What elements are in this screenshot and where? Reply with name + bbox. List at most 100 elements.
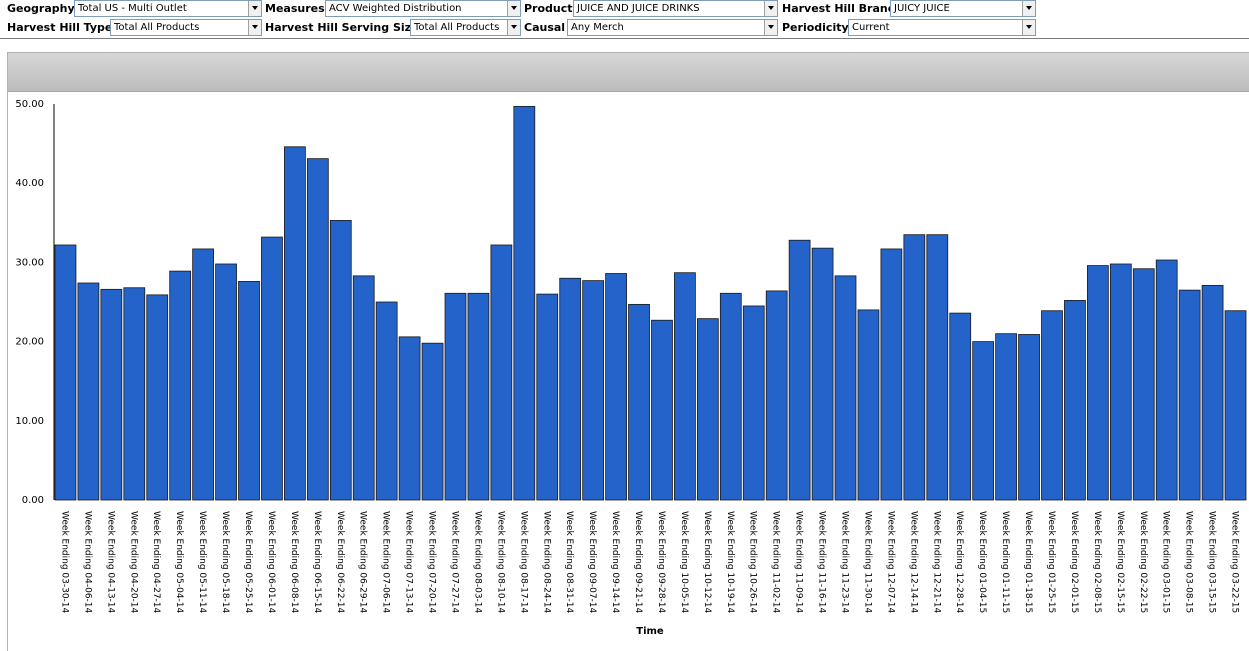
bar[interactable] xyxy=(1018,334,1040,501)
x-tick-label: Week Ending 03-01-15 xyxy=(1161,511,1171,613)
x-tick-label: Week Ending 10-19-14 xyxy=(725,511,735,614)
bar[interactable] xyxy=(880,248,903,501)
bar[interactable] xyxy=(559,277,582,501)
x-tick-label: Week Ending 02-01-15 xyxy=(1069,511,1079,613)
y-axis-ticks: 0.00 10.00 20.00 30.00 40.00 50.00 xyxy=(15,99,44,506)
bar[interactable] xyxy=(444,292,467,501)
chevron-down-icon[interactable] xyxy=(507,1,520,16)
bar[interactable] xyxy=(788,239,811,501)
bar[interactable] xyxy=(1087,265,1109,501)
bar[interactable] xyxy=(1132,268,1155,501)
type-select[interactable]: Total All Products xyxy=(110,19,262,36)
bar[interactable] xyxy=(169,270,192,501)
brand-value: JUICY JUICE xyxy=(894,3,950,14)
chevron-down-icon[interactable] xyxy=(248,1,261,16)
bar[interactable] xyxy=(811,247,834,501)
x-tick-label: Week Ending 03-15-15 xyxy=(1207,511,1217,613)
geography-select[interactable]: Total US - Multi Outlet xyxy=(74,0,262,17)
x-tick-label: Week Ending 10-12-14 xyxy=(702,511,712,614)
x-tick-label: Week Ending 12-21-14 xyxy=(931,511,941,614)
chevron-down-icon[interactable] xyxy=(1022,1,1035,16)
bar[interactable] xyxy=(605,273,627,501)
x-tick-label: Week Ending 08-03-14 xyxy=(472,511,482,614)
periodicity-select[interactable]: Current xyxy=(848,19,1036,36)
bar[interactable] xyxy=(238,281,260,501)
bar[interactable] xyxy=(926,234,949,501)
bar[interactable] xyxy=(628,303,650,501)
bar[interactable] xyxy=(1201,284,1224,501)
bar[interactable] xyxy=(352,275,375,501)
x-tick-label: Week Ending 03-30-14 xyxy=(59,511,69,614)
bar[interactable] xyxy=(742,305,765,501)
x-tick-label: Week Ending 11-16-14 xyxy=(817,511,827,614)
bar[interactable] xyxy=(719,292,742,501)
measures-label: Measures xyxy=(265,2,325,15)
bar[interactable] xyxy=(306,158,329,501)
x-tick-label: Week Ending 04-20-14 xyxy=(128,511,138,614)
bar[interactable] xyxy=(972,341,995,501)
x-tick-label: Week Ending 07-06-14 xyxy=(381,511,391,614)
x-tick-label: Week Ending 11-30-14 xyxy=(862,511,872,614)
bar[interactable] xyxy=(77,282,100,501)
chevron-down-icon[interactable] xyxy=(764,1,777,16)
bar[interactable] xyxy=(284,146,306,501)
bar[interactable] xyxy=(696,318,719,501)
chevron-down-icon[interactable] xyxy=(764,20,777,35)
bar[interactable] xyxy=(1064,300,1086,501)
serving-size-select[interactable]: Total All Products xyxy=(410,19,521,36)
x-tick-label: Week Ending 06-01-14 xyxy=(266,511,276,614)
bar[interactable] xyxy=(536,293,559,501)
bar[interactable] xyxy=(100,288,123,501)
bar[interactable] xyxy=(329,220,352,501)
x-tick-label: Week Ending 08-24-14 xyxy=(541,511,551,614)
geography-label: Geography xyxy=(7,2,75,15)
x-tick-label: Week Ending 03-08-15 xyxy=(1184,511,1194,613)
bar[interactable] xyxy=(123,287,146,501)
bar[interactable] xyxy=(1155,259,1178,501)
periodicity-value: Current xyxy=(852,22,890,33)
x-tick-label: Week Ending 09-07-14 xyxy=(587,511,597,614)
x-tick-label: Week Ending 05-18-14 xyxy=(220,511,230,614)
type-label: Harvest Hill Type xyxy=(7,21,113,34)
bar[interactable] xyxy=(857,309,880,501)
bar[interactable] xyxy=(421,342,444,501)
bar[interactable] xyxy=(582,280,605,501)
bar[interactable] xyxy=(834,275,857,501)
bar[interactable] xyxy=(765,290,788,501)
bar[interactable] xyxy=(995,333,1017,501)
product-select[interactable]: JUICE AND JUICE DRINKS xyxy=(573,0,778,17)
y-tick-label: 20.00 xyxy=(15,337,44,348)
bar[interactable] xyxy=(949,312,972,501)
x-tick-label: Week Ending 06-08-14 xyxy=(289,511,299,614)
bar[interactable] xyxy=(490,244,513,501)
causal-select[interactable]: Any Merch xyxy=(567,19,778,36)
chevron-down-icon[interactable] xyxy=(248,20,261,35)
bar[interactable] xyxy=(674,272,696,501)
bar[interactable] xyxy=(1178,289,1201,501)
bar[interactable] xyxy=(1224,310,1247,501)
chevron-down-icon[interactable] xyxy=(1022,20,1035,35)
bar[interactable] xyxy=(398,336,421,501)
bar[interactable] xyxy=(192,248,214,501)
measures-select[interactable]: ACV Weighted Distribution xyxy=(325,0,521,17)
chevron-down-icon[interactable] xyxy=(507,20,520,35)
bar[interactable] xyxy=(1109,263,1132,501)
geography-value: Total US - Multi Outlet xyxy=(78,3,187,14)
bar-series xyxy=(54,105,1247,501)
bar[interactable] xyxy=(54,244,77,501)
bar[interactable] xyxy=(513,105,536,501)
bar[interactable] xyxy=(375,301,398,501)
x-tick-label: Week Ending 07-20-14 xyxy=(427,511,437,614)
bar[interactable] xyxy=(903,234,926,501)
x-tick-label: Week Ending 04-06-14 xyxy=(82,511,92,614)
bar[interactable] xyxy=(1041,310,1063,501)
bar[interactable] xyxy=(146,294,169,501)
bar[interactable] xyxy=(467,292,490,501)
brand-select[interactable]: JUICY JUICE xyxy=(890,0,1036,17)
bar[interactable] xyxy=(215,263,237,501)
x-axis-ticks: Week Ending 03-30-14 Week Ending 04-06-14… xyxy=(59,511,1239,614)
x-tick-label: Week Ending 01-04-15 xyxy=(977,511,987,613)
bar[interactable] xyxy=(261,236,283,501)
bar[interactable] xyxy=(651,319,673,501)
